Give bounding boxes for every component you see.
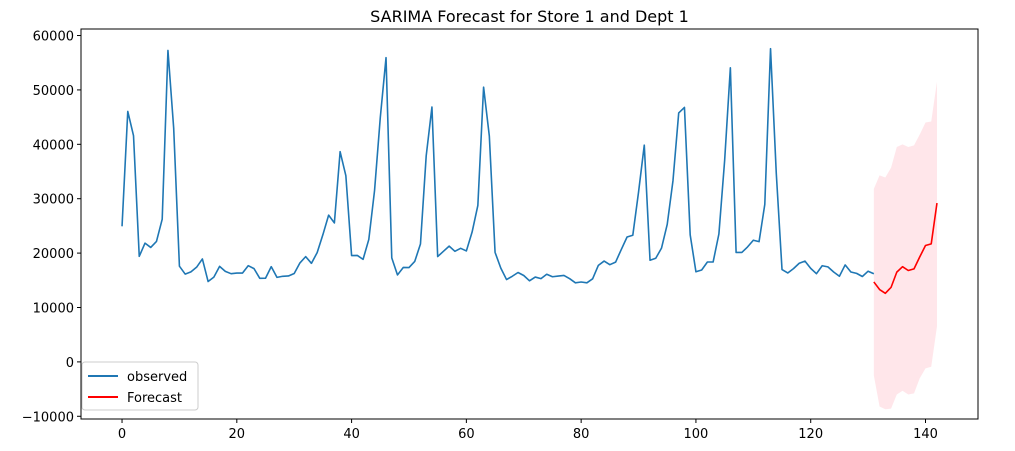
y-tick-label: 0 — [66, 356, 74, 371]
legend: observed Forecast — [81, 361, 199, 411]
x-tick-label: 20 — [229, 427, 246, 442]
x-tick-label: 0 — [118, 427, 126, 442]
y-tick-label: 50000 — [33, 84, 74, 99]
x-tick-label: 80 — [573, 427, 590, 442]
y-tick-label: 40000 — [33, 138, 74, 153]
x-tick-label: 60 — [458, 427, 475, 442]
legend-label-forecast: Forecast — [127, 391, 182, 406]
y-tick-label: 10000 — [33, 301, 74, 316]
y-tick-label: 60000 — [33, 30, 74, 45]
confidence-band — [873, 81, 937, 410]
x-tick-label: 100 — [684, 427, 709, 442]
series-line-forecast — [873, 202, 938, 295]
y-tick-label: 30000 — [33, 193, 74, 208]
legend-label-observed: observed — [127, 370, 187, 385]
y-tick-label: 20000 — [33, 247, 74, 262]
y-tick-label: −10000 — [22, 410, 74, 425]
series-lines-layer — [121, 47, 938, 295]
y-axis-ticks: −10000 0 10000 20000 30000 40000 50000 60000 — [22, 30, 81, 425]
confidence-band-layer — [873, 81, 937, 410]
chart-title: SARIMA Forecast for Store 1 and Dept 1 — [370, 7, 689, 26]
axes-frame — [80, 28, 979, 420]
x-tick-label: 40 — [343, 427, 360, 442]
x-tick-label: 140 — [913, 427, 938, 442]
x-axis-ticks: 0 20 40 60 80 100 120 140 — [118, 419, 938, 442]
x-tick-label: 120 — [798, 427, 823, 442]
series-line-observed — [121, 47, 875, 284]
